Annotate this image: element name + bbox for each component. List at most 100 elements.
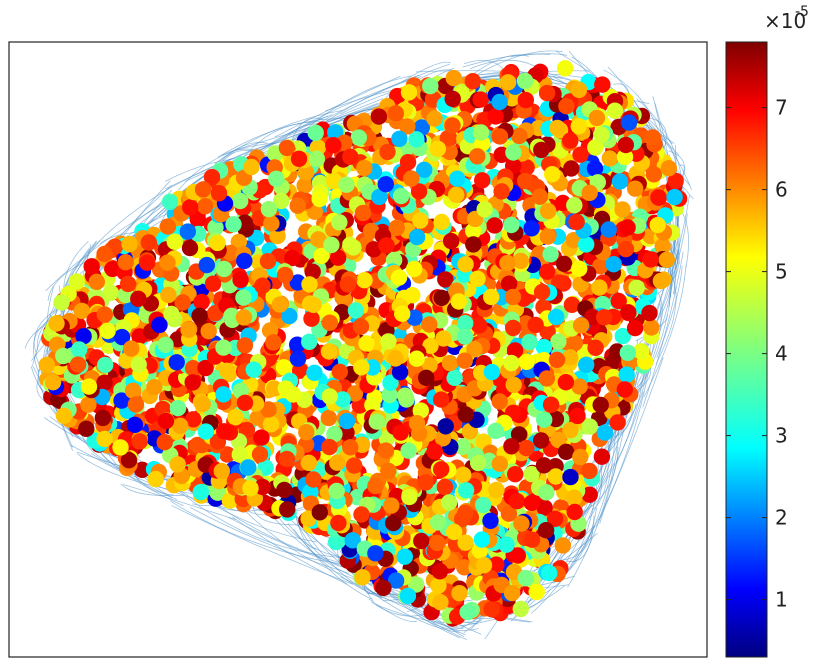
network-node: [184, 374, 201, 391]
network-node: [284, 249, 301, 267]
network-node: [96, 430, 113, 448]
network-node: [528, 583, 545, 601]
network-node: [193, 293, 210, 311]
network-node: [547, 410, 565, 428]
network-node: [475, 557, 493, 574]
network-node: [102, 284, 119, 301]
network-node: [633, 343, 650, 360]
network-node: [307, 124, 324, 141]
network-node: [396, 387, 414, 404]
network-node: [232, 192, 249, 210]
network-node: [235, 289, 252, 306]
network-node: [505, 144, 522, 161]
network-node: [505, 319, 522, 337]
network-node: [488, 556, 505, 573]
network-edge: [402, 61, 451, 82]
network-node: [433, 391, 450, 408]
network-node: [179, 223, 196, 240]
network-node: [251, 446, 269, 463]
network-node: [472, 91, 489, 108]
network-node: [321, 438, 338, 456]
network-node: [243, 158, 260, 176]
network-node: [279, 501, 296, 518]
network-node: [156, 434, 173, 451]
network-node: [533, 141, 550, 159]
network-node: [365, 241, 382, 258]
network-node: [531, 188, 549, 205]
network-node: [353, 506, 370, 523]
network-edge: [368, 598, 417, 623]
colorbar-exponent: ×10 -5: [764, 4, 809, 33]
network-node: [391, 364, 409, 381]
network-node: [123, 340, 140, 357]
network-node: [281, 307, 298, 325]
network-node: [342, 439, 359, 456]
network-node: [587, 339, 604, 356]
network-node: [618, 366, 635, 383]
network-node: [271, 296, 289, 313]
network-node: [289, 197, 306, 214]
network-node: [454, 438, 471, 455]
network-node: [437, 418, 454, 435]
network-node: [503, 584, 521, 602]
network-node: [308, 150, 325, 167]
network-node: [263, 215, 280, 232]
network-node: [508, 493, 526, 510]
network-node: [457, 406, 474, 423]
network-node: [491, 93, 508, 111]
network-node: [169, 399, 187, 417]
network-node: [416, 161, 433, 178]
network-node: [546, 510, 564, 527]
network-node: [353, 359, 370, 376]
network-node: [96, 245, 113, 263]
network-node: [371, 188, 388, 206]
network-node: [236, 337, 254, 354]
network-node: [521, 333, 538, 351]
network-node: [601, 150, 618, 167]
network-node: [523, 494, 540, 511]
network-node: [305, 471, 322, 488]
network-node: [191, 307, 208, 324]
network-node: [140, 234, 157, 251]
network-node: [539, 202, 557, 220]
network-node: [473, 531, 491, 548]
network-node: [342, 148, 359, 165]
network-node: [408, 576, 425, 593]
network-edge: [603, 69, 666, 159]
network-node: [449, 170, 466, 187]
network-node: [273, 192, 290, 210]
network-node: [596, 424, 614, 441]
network-node: [276, 266, 294, 284]
network-node: [354, 204, 372, 222]
network-node: [505, 376, 522, 393]
network-node: [482, 512, 499, 529]
network-node: [223, 307, 240, 324]
network-node: [321, 314, 338, 331]
network-node: [401, 488, 418, 506]
network-node: [215, 260, 233, 278]
network-node: [430, 577, 447, 594]
network-node: [469, 270, 486, 287]
network-node: [326, 425, 343, 443]
network-node: [417, 474, 434, 491]
network-edge: [289, 98, 384, 136]
network-node: [470, 454, 487, 472]
network-node: [182, 199, 199, 216]
network-node: [180, 321, 197, 338]
colorbar-tick-label: 2: [775, 506, 788, 530]
network-node: [381, 386, 398, 404]
network-node: [380, 333, 397, 350]
network-node: [437, 271, 454, 288]
network-node: [346, 385, 364, 402]
network-node: [94, 409, 112, 427]
network-node: [491, 393, 508, 410]
network-node: [126, 416, 144, 433]
network-node: [644, 129, 661, 146]
network-node: [218, 362, 236, 379]
network-node: [510, 426, 528, 443]
network-node: [547, 468, 564, 485]
network-node: [654, 238, 671, 255]
network-node: [539, 228, 557, 245]
network-edge: [122, 484, 236, 521]
network-node: [562, 422, 579, 439]
